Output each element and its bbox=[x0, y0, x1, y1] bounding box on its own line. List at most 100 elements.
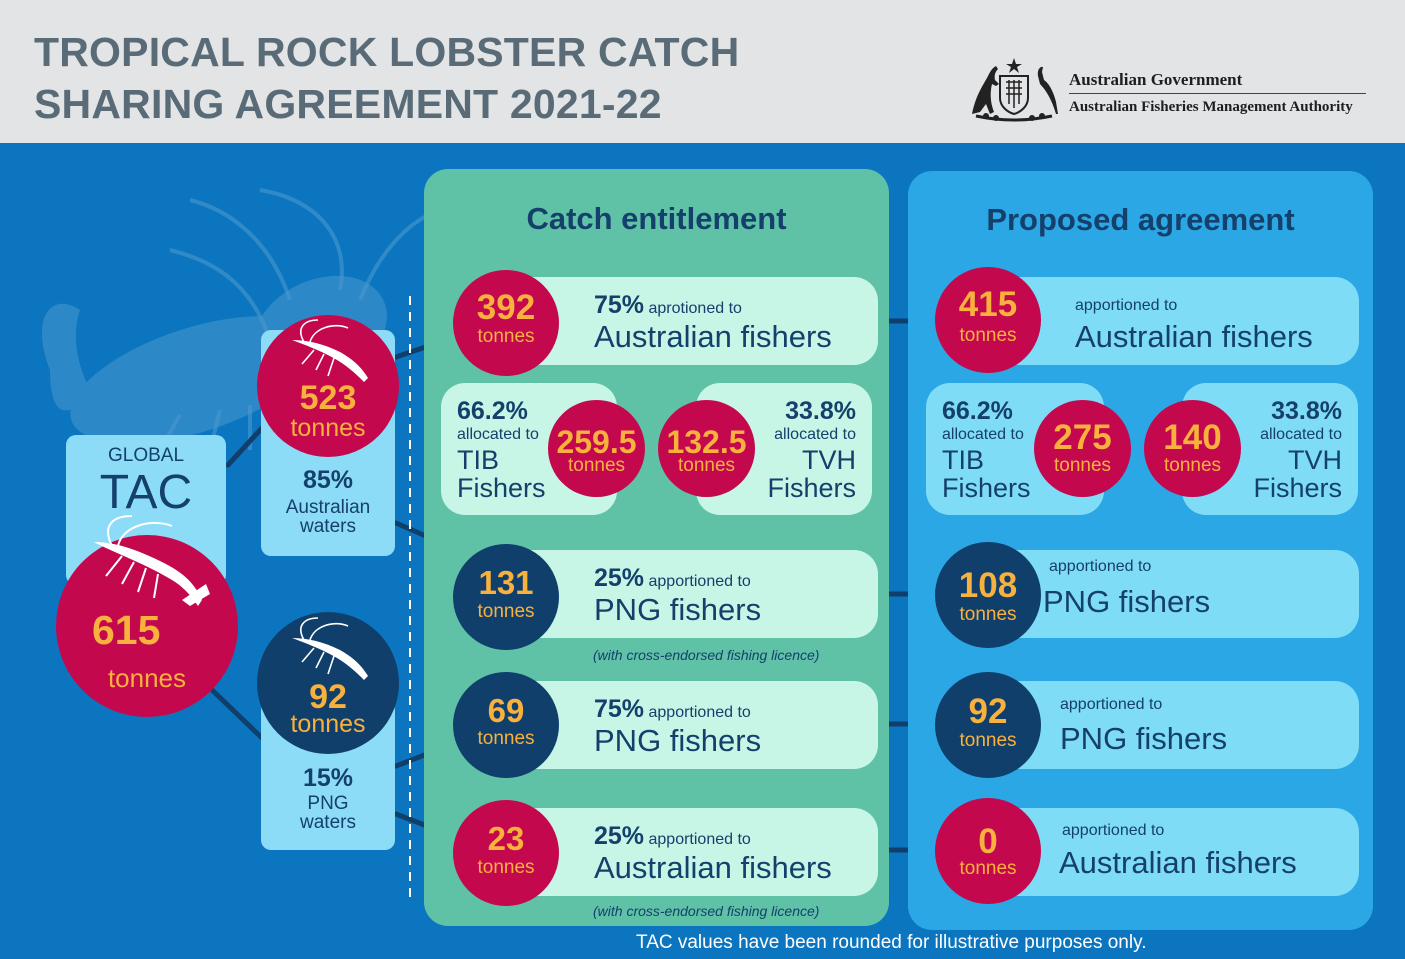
link-global-to-aus bbox=[225, 425, 265, 468]
footer-note: TAC values have been rounded for illustr… bbox=[636, 932, 1147, 953]
ce-row3-circle: 69 tonnes bbox=[453, 672, 559, 778]
ce-row1-caption: 75% aprotioned to bbox=[594, 291, 742, 320]
tac-label: TAC bbox=[99, 466, 193, 519]
pa-tib-line2: Fishers bbox=[942, 473, 1031, 503]
pa-row2-unit: tonnes bbox=[959, 604, 1017, 625]
aus-waters-unit: tonnes bbox=[290, 414, 366, 442]
png-waters-label-1: PNG bbox=[307, 793, 349, 814]
header-bar: TROPICAL ROCK LOBSTER CATCH SHARING AGRE… bbox=[0, 0, 1405, 143]
ce-row4-who: Australian fishers bbox=[594, 850, 832, 885]
pa-tib-value: 275 bbox=[1053, 418, 1112, 457]
divider bbox=[1069, 93, 1366, 94]
global-label: GLOBAL bbox=[107, 445, 185, 466]
ce-row1-verb: aprotioned to bbox=[648, 300, 742, 317]
ce-row3-pct: 75% bbox=[594, 695, 645, 723]
pa-row4-value: 0 bbox=[978, 822, 998, 861]
ce-row4-pill: 25% apportioned to Australian fishers bbox=[497, 808, 878, 896]
ce-row2-unit: tonnes bbox=[477, 601, 535, 622]
ce-tvh-pct: 33.8% bbox=[785, 397, 856, 425]
png-waters-value: 92 bbox=[309, 678, 347, 716]
ce-row2-pct: 25% bbox=[594, 564, 645, 592]
aus-waters-label-2: waters bbox=[300, 516, 356, 537]
ce-tib-verb: allocated to bbox=[457, 426, 539, 443]
pa-row4-who: Australian fishers bbox=[1059, 845, 1297, 880]
proposed-agreement-title: Proposed agreement bbox=[986, 202, 1295, 237]
ce-row1-pill: 75% aprotioned to Australian fishers bbox=[497, 277, 878, 365]
ce-tvh-verb: allocated to bbox=[774, 426, 856, 443]
pa-row1-value: 415 bbox=[958, 285, 1018, 324]
ce-row2-who: PNG fishers bbox=[594, 592, 762, 627]
ce-tib-line1: TIB bbox=[457, 445, 500, 475]
ce-row4-verb: apportioned to bbox=[648, 831, 751, 848]
ce-row3-caption: 75% apportioned to bbox=[594, 695, 751, 724]
ce-tvh-pill: 33.8% allocated to TVH Fishers bbox=[696, 383, 872, 515]
ce-row4-circle: 23 tonnes bbox=[453, 800, 559, 906]
ce-tvh-value: 132.5 bbox=[666, 424, 747, 460]
ce-row2-note: (with cross-endorsed fishing licence) bbox=[593, 647, 820, 663]
pa-row2-verb: apportioned to bbox=[1049, 558, 1152, 575]
pa-tvh-value: 140 bbox=[1163, 418, 1222, 457]
ce-row4-caption: 25% apportioned to bbox=[594, 822, 751, 851]
pa-row3-unit: tonnes bbox=[959, 730, 1017, 751]
page-title-line2: SHARING AGREEMENT 2021-22 bbox=[34, 81, 662, 127]
ce-row1-unit: tonnes bbox=[477, 326, 535, 347]
pa-row3-pill: apportioned to PNG fishers bbox=[982, 681, 1359, 769]
pa-row4-unit: tonnes bbox=[959, 858, 1017, 879]
png-waters-label-2: waters bbox=[300, 812, 356, 833]
pa-row4-pill: apportioned to Australian fishers bbox=[982, 808, 1359, 896]
catch-entitlement-title: Catch entitlement bbox=[526, 201, 787, 236]
ce-row2-circle: 131 tonnes bbox=[453, 544, 559, 650]
agency-name: Australian Fisheries Management Authorit… bbox=[1069, 99, 1353, 115]
government-name: Australian Government bbox=[1069, 70, 1243, 89]
pa-tvh-pct: 33.8% bbox=[1271, 397, 1342, 425]
coat-of-arms-icon bbox=[972, 58, 1058, 122]
png-waters-circle: 92 tonnes bbox=[257, 612, 399, 754]
pa-tvh-line2: Fishers bbox=[1253, 473, 1342, 503]
ce-row4-unit: tonnes bbox=[477, 857, 535, 878]
government-logo: Australian Government Australian Fisheri… bbox=[966, 54, 1376, 124]
pa-tib-unit: tonnes bbox=[1053, 455, 1112, 476]
ce-row3-pill: 75% apportioned to PNG fishers bbox=[497, 681, 878, 769]
pa-row3-value: 92 bbox=[968, 692, 1008, 731]
pa-row3-circle: 92 tonnes bbox=[935, 672, 1041, 778]
pa-row4-verb: apportioned to bbox=[1062, 822, 1165, 839]
pa-row1-pill: apportioned to Australian fishers bbox=[982, 277, 1359, 365]
pa-row2-value: 108 bbox=[958, 566, 1018, 605]
pa-row2-who: PNG fishers bbox=[1043, 584, 1211, 619]
page-title-line1: TROPICAL ROCK LOBSTER CATCH bbox=[34, 29, 740, 75]
pa-tvh-unit: tonnes bbox=[1163, 455, 1222, 476]
pa-row1-who: Australian fishers bbox=[1075, 319, 1313, 354]
pa-row2-circle: 108 tonnes bbox=[935, 542, 1041, 648]
pa-tvh-verb: allocated to bbox=[1260, 426, 1342, 443]
pa-tib-circle: 275 tonnes bbox=[1034, 400, 1131, 497]
ce-tvh-unit: tonnes bbox=[677, 455, 736, 476]
ce-tib-pct: 66.2% bbox=[457, 397, 528, 425]
png-waters-unit: tonnes bbox=[290, 710, 366, 738]
pa-row1-circle: 415 tonnes bbox=[935, 267, 1041, 373]
ce-tib-circle: 259.5 tonnes bbox=[548, 400, 645, 497]
pa-row4-circle: 0 tonnes bbox=[935, 798, 1041, 904]
ce-row1-pct: 75% bbox=[594, 291, 645, 319]
pa-tvh-circle: 140 tonnes bbox=[1144, 400, 1241, 497]
pa-tib-verb: allocated to bbox=[942, 426, 1024, 443]
ce-tvh-line2: Fishers bbox=[767, 473, 856, 503]
pa-row1-unit: tonnes bbox=[959, 325, 1017, 346]
aus-waters-value: 523 bbox=[299, 379, 357, 417]
ce-tib-unit: tonnes bbox=[567, 455, 626, 476]
aus-waters-circle: 523 tonnes bbox=[257, 315, 399, 457]
pa-row3-who: PNG fishers bbox=[1060, 721, 1228, 756]
ce-tvh-line1: TVH bbox=[802, 445, 856, 475]
lobster-icon bbox=[292, 319, 368, 382]
pa-tib-line1: TIB bbox=[942, 445, 985, 475]
pa-row2-pill: apportioned to PNG fishers bbox=[982, 550, 1359, 638]
ce-row3-value: 69 bbox=[487, 692, 525, 729]
ce-row2-caption: 25% apportioned to bbox=[594, 564, 751, 593]
ce-tvh-circle: 132.5 tonnes bbox=[658, 400, 755, 497]
aus-waters-label-1: Australian bbox=[285, 497, 371, 518]
ce-row4-note: (with cross-endorsed fishing licence) bbox=[593, 903, 820, 919]
lobster-icon bbox=[292, 617, 368, 680]
ce-row2-verb: apportioned to bbox=[648, 573, 751, 590]
ce-row3-who: PNG fishers bbox=[594, 723, 762, 758]
ce-row1-value: 392 bbox=[476, 288, 536, 327]
pa-tib-pct: 66.2% bbox=[942, 397, 1013, 425]
